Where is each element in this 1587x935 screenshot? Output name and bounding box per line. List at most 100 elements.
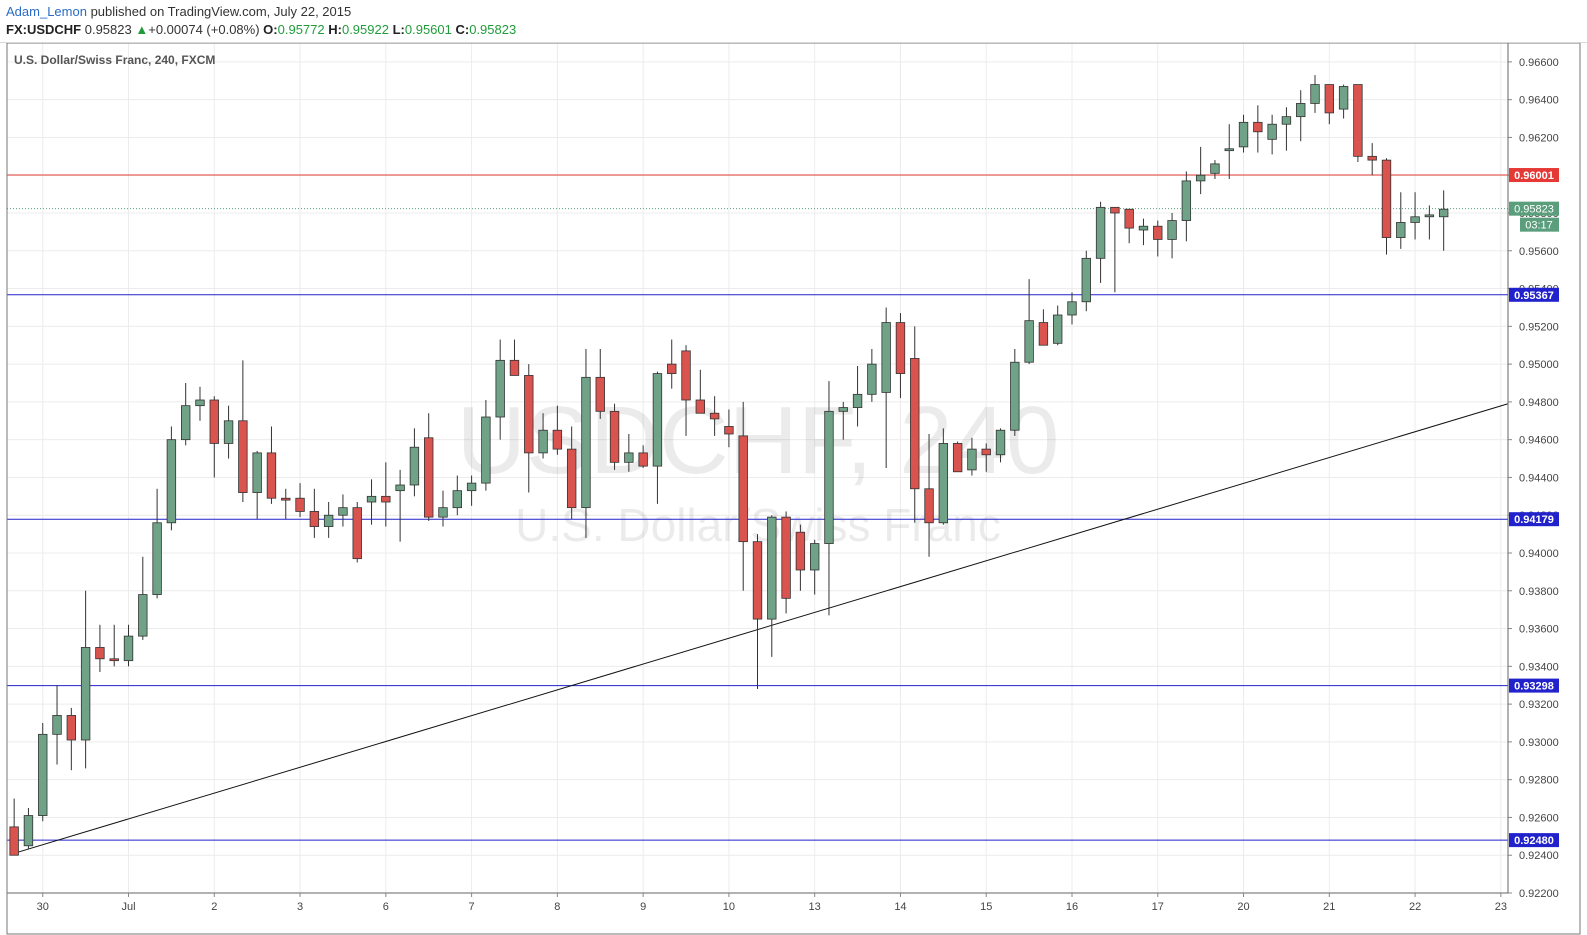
candle-up bbox=[495, 359, 505, 418]
candle-up bbox=[1296, 103, 1306, 118]
level-price-label: 0.94179 bbox=[1514, 514, 1554, 526]
candle-down bbox=[295, 497, 305, 512]
candle-down bbox=[1324, 84, 1334, 114]
level-price-label: 0.95367 bbox=[1514, 290, 1554, 302]
trendline-group bbox=[14, 403, 1509, 854]
candle-up bbox=[652, 373, 663, 467]
candle-up bbox=[52, 715, 62, 735]
y-tick-label: 0.94800 bbox=[1519, 397, 1559, 409]
candle-up bbox=[824, 410, 834, 544]
candlestick-chart[interactable]: USDCHF, 240 U.S. Dollar/Swiss Franc 0.96… bbox=[0, 43, 1587, 935]
y-tick-label: 0.95000 bbox=[1519, 359, 1559, 371]
price-change: +0.00074 (+0.08%) bbox=[148, 22, 260, 37]
candle-up bbox=[624, 452, 634, 463]
candle-down bbox=[266, 452, 277, 499]
axis-price-labels: 0.96001 0.95367 0.94179 0.93298 0.92480 0.958… bbox=[1509, 168, 1559, 848]
candle-down bbox=[66, 715, 77, 741]
triangle-up-icon: ▲ bbox=[135, 22, 149, 37]
x-tick-label: 13 bbox=[809, 901, 821, 913]
candle-down bbox=[524, 375, 534, 454]
candle-up bbox=[1138, 225, 1149, 231]
high-label: H: bbox=[328, 22, 342, 37]
candle-up bbox=[995, 429, 1006, 456]
candle-up bbox=[38, 733, 48, 816]
candle-down bbox=[95, 647, 105, 660]
candle-down bbox=[1367, 155, 1377, 161]
open-label: O: bbox=[263, 22, 278, 37]
x-tick-label: 30 bbox=[37, 901, 49, 913]
candle-down bbox=[281, 497, 291, 501]
y-tick-label: 0.92600 bbox=[1519, 812, 1559, 824]
candle-up bbox=[166, 439, 177, 524]
x-tick-label: 2 bbox=[211, 901, 217, 913]
level-price-badge bbox=[1509, 168, 1559, 183]
x-tick-label: 17 bbox=[1152, 901, 1164, 913]
trendline bbox=[14, 403, 1509, 854]
last-price: 0.95823 bbox=[84, 22, 132, 37]
candle-up bbox=[1210, 163, 1220, 174]
publish-info: published on TradingView.com, July 22, 2… bbox=[90, 4, 352, 19]
candle-up bbox=[1067, 301, 1077, 316]
chart-header: Adam_Lemon published on TradingView.com,… bbox=[0, 0, 1587, 43]
candle-up bbox=[1438, 208, 1449, 218]
close-value: 0.95823 bbox=[469, 22, 517, 37]
candle-up bbox=[538, 429, 548, 454]
candle-up bbox=[123, 635, 134, 662]
candle-up bbox=[138, 594, 148, 637]
level-price-label: 0.93298 bbox=[1514, 681, 1554, 693]
candle-down bbox=[724, 426, 734, 435]
candle-up bbox=[867, 363, 877, 395]
candle-up bbox=[1267, 123, 1277, 140]
y-tick-label: 0.95200 bbox=[1519, 321, 1559, 333]
y-tick-label: 0.94400 bbox=[1519, 472, 1559, 484]
candle-up bbox=[152, 522, 162, 595]
x-tick-label: 14 bbox=[894, 901, 906, 913]
candle-up bbox=[1053, 314, 1063, 344]
x-tick-label: 16 bbox=[1066, 901, 1078, 913]
candle-down bbox=[595, 376, 605, 412]
x-tick-label: 7 bbox=[469, 901, 475, 913]
candle-up bbox=[1195, 174, 1206, 182]
y-tick-label: 0.92200 bbox=[1519, 888, 1559, 900]
candle-up bbox=[852, 393, 863, 408]
candle-down bbox=[1110, 206, 1120, 214]
candle-up bbox=[80, 647, 91, 741]
low-label: L: bbox=[392, 22, 405, 37]
symbol[interactable]: FX:USDCHF bbox=[6, 22, 82, 37]
y-tick-label: 0.94600 bbox=[1519, 435, 1559, 447]
x-tick-label: 8 bbox=[554, 901, 560, 913]
candle-up bbox=[195, 399, 205, 407]
candle-up bbox=[1281, 116, 1292, 125]
y-tick-label: 0.93800 bbox=[1519, 586, 1559, 598]
candle-down bbox=[238, 420, 248, 493]
candle-down bbox=[609, 410, 620, 463]
candle-down bbox=[1038, 322, 1049, 346]
x-tick-label: 6 bbox=[383, 901, 389, 913]
candle-down bbox=[381, 495, 391, 503]
candle-down bbox=[109, 658, 119, 662]
candle-down bbox=[352, 507, 362, 560]
candle-down bbox=[681, 350, 691, 401]
candle-up bbox=[481, 416, 491, 484]
y-tick-label: 0.96200 bbox=[1519, 132, 1559, 144]
candle-up bbox=[409, 446, 420, 486]
candle-up bbox=[1396, 222, 1406, 238]
x-tick-label: 21 bbox=[1323, 901, 1335, 913]
candle-up bbox=[1224, 148, 1234, 152]
candle-up bbox=[1424, 214, 1435, 218]
y-tick-label: 0.92400 bbox=[1519, 850, 1559, 862]
x-tick-label: 22 bbox=[1409, 901, 1421, 913]
author-link[interactable]: Adam_Lemon bbox=[6, 4, 87, 19]
x-tick-label: 9 bbox=[640, 901, 646, 913]
y-tick-label: 0.93600 bbox=[1519, 624, 1559, 636]
candle-up bbox=[809, 543, 820, 571]
candle-up bbox=[466, 482, 477, 492]
candle-up bbox=[1167, 220, 1177, 240]
countdown-label: 03:17 bbox=[1525, 220, 1553, 232]
candle-up bbox=[323, 514, 334, 527]
candle-down bbox=[424, 437, 434, 518]
candle-down bbox=[924, 488, 934, 524]
candle-up bbox=[1181, 180, 1192, 221]
candle-down bbox=[738, 435, 748, 543]
candle-up bbox=[438, 507, 448, 518]
